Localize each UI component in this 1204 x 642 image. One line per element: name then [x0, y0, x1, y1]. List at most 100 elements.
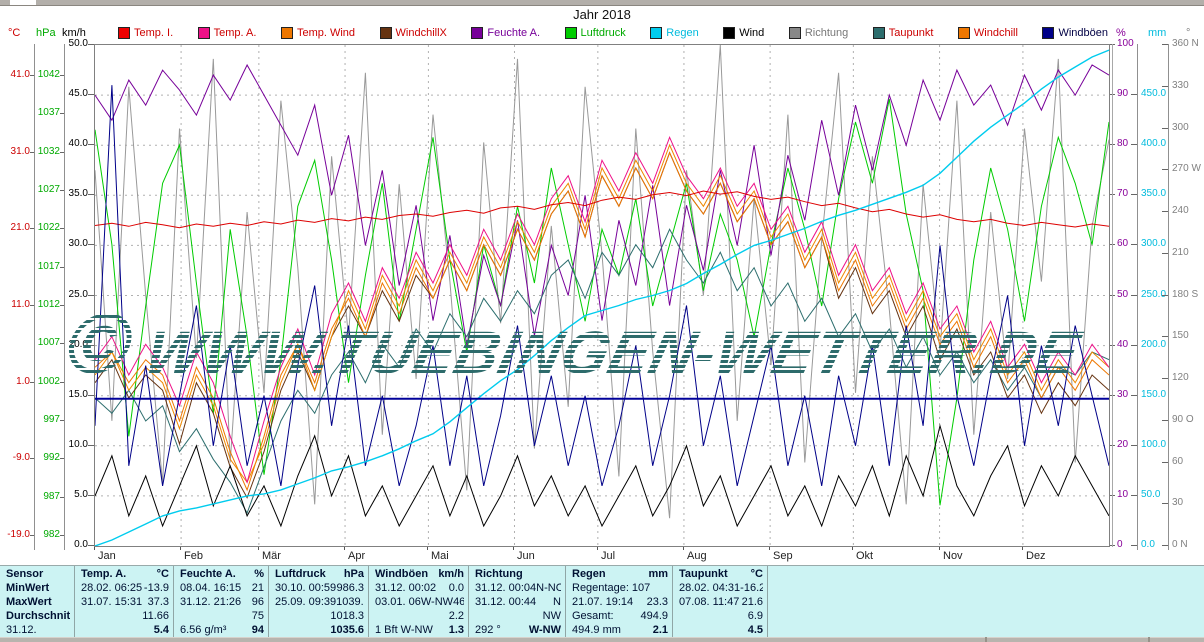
- stats-cell-value: 6.9: [747, 610, 763, 622]
- tick-hpa: [60, 152, 64, 153]
- legend-label: Windchill: [973, 27, 1018, 39]
- legend-label: Feuchte A.: [487, 27, 541, 39]
- tick-c: [30, 458, 34, 459]
- tick-label-pct: 70: [1117, 188, 1129, 199]
- stats-col-name: Regen: [572, 568, 606, 580]
- tick-label-pct: 0: [1117, 539, 1123, 550]
- axis-line-mm: [1137, 44, 1138, 550]
- legend-swatch: [1042, 27, 1055, 39]
- month-tick-Jul: [597, 545, 598, 550]
- stats-col-unit: hPa: [343, 568, 364, 580]
- legend-label: WindchillX: [395, 27, 447, 39]
- tick-label-hpa: 997: [43, 414, 60, 425]
- tick-kmh: [88, 345, 94, 346]
- tick-deg: [1162, 378, 1168, 379]
- tick-label-mm: 200.0: [1141, 339, 1167, 350]
- axis-unit-c: °C: [8, 27, 21, 39]
- tick-label-mm: 150.0: [1141, 389, 1167, 400]
- tick-deg: [1162, 128, 1168, 129]
- month-label-Jan: Jan: [98, 550, 116, 562]
- axis-unit-kmh: km/h: [62, 27, 86, 39]
- series-temp-i-: [95, 190, 1109, 229]
- chart-legend: Temp. I. Temp. A. Temp. Wind WindchillX Feuc…: [118, 26, 1108, 40]
- legend-item-windchillx[interactable]: WindchillX: [379, 27, 447, 39]
- row-label-31-12-: 31.12.: [6, 624, 37, 636]
- stats-cell-value: W-NW: [528, 624, 561, 636]
- month-tick-Feb: [180, 545, 181, 550]
- tick-label-hpa: 1017: [37, 261, 60, 272]
- tick-hpa: [60, 535, 64, 536]
- row-label-sensor: Sensor: [6, 568, 44, 580]
- legend-item-wind[interactable]: Wind: [723, 27, 764, 39]
- stats-col-name: Taupunkt: [679, 568, 728, 580]
- legend-item-windchill[interactable]: Windchill: [957, 27, 1018, 39]
- legend-label: Wind: [739, 27, 765, 39]
- stats-cell-value: 2.1: [652, 624, 668, 636]
- legend-item-richtung[interactable]: Richtung: [788, 27, 848, 39]
- legend-item-temp-i-[interactable]: Temp. I.: [118, 27, 173, 39]
- month-label-Jul: Jul: [601, 550, 616, 562]
- legend-item-feuchte-a-[interactable]: Feuchte A.: [471, 27, 540, 39]
- legend-item-windb-en[interactable]: Windböen: [1042, 27, 1108, 39]
- tick-deg: [1162, 503, 1168, 504]
- month-label-Apr: Apr: [348, 550, 366, 562]
- tick-hpa: [60, 458, 64, 459]
- tick-label-mm: 100.0: [1141, 439, 1167, 450]
- month-label-Feb: Feb: [184, 550, 203, 562]
- stats-cell-value: 1039.9: [336, 596, 364, 608]
- stats-col-name: Temp. A.: [81, 568, 127, 580]
- tick-deg: [1162, 336, 1168, 337]
- series-richtung: [95, 45, 1109, 519]
- month-tick-Mär: [258, 545, 259, 550]
- stats-cell-value: -16.2: [740, 582, 763, 594]
- stats-cell-text: 30.10. 00:59: [275, 582, 337, 594]
- tick-label-deg: 180 S: [1172, 289, 1199, 300]
- stats-cell-value: NW: [542, 610, 561, 622]
- stats-cell-text: 1 Bft W-NW: [375, 624, 433, 636]
- tick-label-hpa: 987: [43, 491, 60, 502]
- stats-cell-value: -13.9: [143, 582, 169, 594]
- month-label-Nov: Nov: [943, 550, 963, 562]
- stats-cell-text: 6.56 g/m³: [180, 624, 227, 636]
- stats-cell-value: 23.3: [646, 596, 668, 608]
- tick-c: [30, 75, 34, 76]
- tick-label-deg: 120: [1172, 372, 1189, 383]
- stats-cell-value: 4.5: [747, 624, 763, 636]
- stats-col-name: Windböen: [375, 568, 429, 580]
- stats-cell-value: 5.4: [153, 624, 169, 636]
- stats-cell-value: 2.2: [448, 610, 464, 622]
- tick-mm: [1131, 445, 1137, 446]
- month-tick-Jan: [94, 545, 95, 550]
- tick-label-mm: 0.0: [1141, 539, 1155, 550]
- legend-item-luftdruck[interactable]: Luftdruck: [564, 27, 626, 39]
- series-temp-wind: [95, 151, 1109, 492]
- series-windchillx: [95, 151, 1109, 499]
- series-taupunkt: [95, 228, 1109, 515]
- tick-label-c: 11.0: [11, 299, 30, 310]
- tick-label-kmh: 5.0: [74, 489, 88, 500]
- legend-item-temp-a-[interactable]: Temp. A.: [197, 27, 256, 39]
- tick-label-c: 31.0: [10, 146, 30, 157]
- stats-filler: [768, 566, 1204, 638]
- stats-col-taupunkt: Taupunkt °C 28.02. 04:31 -16.2 07.08. 11:47 2…: [673, 566, 768, 638]
- legend-swatch: [280, 27, 293, 39]
- tick-label-deg: 270 W: [1172, 163, 1201, 174]
- stats-col-unit: °C: [750, 568, 763, 580]
- tick-deg: [1162, 211, 1168, 212]
- tick-label-kmh: 10.0: [68, 439, 88, 450]
- legend-label: Windböen: [1058, 27, 1108, 39]
- tick-hpa: [60, 305, 64, 306]
- tick-label-kmh: 20.0: [68, 339, 88, 350]
- stats-cell-value: 37.3: [147, 596, 169, 608]
- tick-label-deg: 150: [1172, 330, 1189, 341]
- stats-cell-value: 11.66: [142, 610, 169, 622]
- legend-swatch: [788, 27, 801, 39]
- legend-swatch: [957, 27, 970, 39]
- stats-col-windb-en: Windböen km/h 31.12. 00:02 0.0 03.01. 06W-NW…: [369, 566, 469, 638]
- legend-item-temp-wind[interactable]: Temp. Wind: [280, 27, 355, 39]
- legend-item-regen[interactable]: Regen: [650, 27, 699, 39]
- axis-unit-mm: mm: [1148, 27, 1167, 39]
- legend-item-taupunkt[interactable]: Taupunkt: [872, 27, 933, 39]
- stats-cell-text: 28.02. 06:25: [81, 582, 143, 594]
- chart-title: Jahr 2018: [573, 7, 631, 22]
